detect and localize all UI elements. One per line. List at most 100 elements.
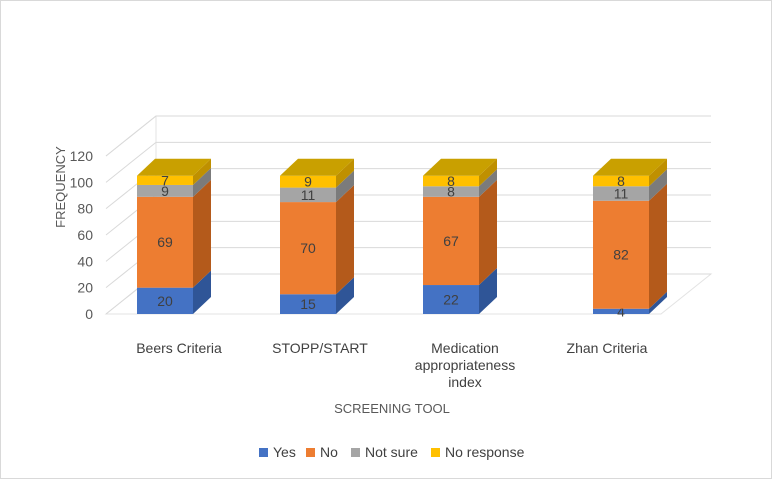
bar-top xyxy=(593,158,667,176)
gridline xyxy=(105,115,711,157)
data-label: 7 xyxy=(161,172,169,188)
bar-front xyxy=(593,175,649,187)
data-label: 20 xyxy=(157,293,173,309)
x-tick-label: Beers Criteria xyxy=(136,340,222,356)
bar-segment: 8 xyxy=(593,158,667,189)
legend-swatch xyxy=(431,448,440,457)
bar-side xyxy=(336,277,354,314)
data-label: 82 xyxy=(613,247,629,263)
legend-label: No response xyxy=(445,444,525,460)
bar-side xyxy=(193,167,211,197)
legend-label: Not sure xyxy=(365,444,418,460)
y-tick-label: 80 xyxy=(77,201,93,217)
bar-side xyxy=(193,270,211,314)
bar-segment: 8 xyxy=(423,158,497,189)
data-label: 8 xyxy=(617,173,625,189)
bar-segment: 20 xyxy=(137,270,211,314)
data-label: 4 xyxy=(617,303,625,319)
bar-segment: 8 xyxy=(423,169,497,200)
y-tick-label: 60 xyxy=(77,227,93,243)
bar-top xyxy=(280,158,354,176)
bar-front xyxy=(137,184,193,197)
bar-side xyxy=(479,268,497,314)
legend-swatch xyxy=(351,448,360,457)
bar-side xyxy=(336,158,354,188)
data-label: 22 xyxy=(443,292,459,308)
bar-front xyxy=(593,200,649,309)
data-label: 11 xyxy=(614,186,629,202)
bar-front xyxy=(137,287,193,314)
y-axis-ticks: 0 20 40 60 80 100 120 xyxy=(70,148,94,322)
bar-segment: 82 xyxy=(593,183,667,309)
bar-side xyxy=(193,158,211,185)
data-label: 8 xyxy=(447,173,455,189)
bar-side xyxy=(193,179,211,288)
legend-item: Not sure xyxy=(351,444,418,460)
legend-label: No xyxy=(320,444,338,460)
legend-swatch xyxy=(306,448,315,457)
bar-front xyxy=(423,186,479,197)
bar-segment: 11 xyxy=(280,170,354,203)
bar-front xyxy=(423,175,479,187)
bar-segment: 15 xyxy=(280,277,354,314)
bar-segment: 9 xyxy=(137,167,211,199)
bar-stack: 22 67 88 xyxy=(423,158,497,314)
bar-segment: 4 xyxy=(593,291,667,319)
x-tick-label: Medication appropriateness index xyxy=(415,340,515,390)
bar-side xyxy=(336,185,354,295)
x-axis-title: SCREENING TOOL xyxy=(334,401,450,416)
data-label: 69 xyxy=(157,234,173,250)
gridline xyxy=(105,141,711,183)
legend-item: No response xyxy=(431,444,525,460)
y-tick-label: 0 xyxy=(85,306,93,322)
bar-segment: 9 xyxy=(280,158,354,190)
bar-front xyxy=(423,196,479,286)
bar-front xyxy=(280,175,336,188)
bar-front xyxy=(423,285,479,314)
y-axis-title: FREQUENCY xyxy=(53,146,68,228)
bar-front xyxy=(593,186,649,201)
data-label: 15 xyxy=(300,296,316,312)
bar-segment: 70 xyxy=(280,185,354,295)
bar-front xyxy=(137,175,193,185)
legend-item: No xyxy=(306,444,338,460)
x-axis-categories: Beers Criteria STOPP/START Medication appro… xyxy=(136,340,647,390)
bar-top xyxy=(137,158,211,176)
bar-top xyxy=(423,158,497,176)
data-label: 67 xyxy=(443,233,459,249)
bar-side xyxy=(479,179,497,286)
y-tick-label: 100 xyxy=(70,174,94,190)
bar-side xyxy=(649,183,667,309)
back-wall-edge xyxy=(105,115,711,157)
legend-label: Yes xyxy=(273,444,296,460)
data-label: 9 xyxy=(304,174,312,190)
bar-segment: 7 xyxy=(137,158,211,188)
x-tick-label: Zhan Criteria xyxy=(567,340,648,356)
bar-stack: 20 69 97 xyxy=(137,158,211,314)
y-tick-label: 40 xyxy=(77,253,93,269)
x-tick-label: STOPP/START xyxy=(272,340,368,356)
data-label: 11 xyxy=(301,187,316,203)
y-tick-label: 120 xyxy=(70,148,94,164)
bar-segment: 11 xyxy=(593,169,667,202)
bar-stack: 4 82 118 xyxy=(593,158,667,319)
y-tick-label: 20 xyxy=(77,280,93,296)
bar-segment: 69 xyxy=(137,179,211,288)
bar-front xyxy=(280,202,336,295)
legend-swatch xyxy=(259,448,268,457)
legend-item: Yes xyxy=(259,444,296,460)
data-label: 8 xyxy=(447,184,455,200)
bar-segment: 22 xyxy=(423,268,497,314)
bar-front xyxy=(137,196,193,288)
bar-stack: 15 70 119 xyxy=(280,158,354,314)
bar-side xyxy=(649,291,667,314)
bar-side xyxy=(479,169,497,197)
bar-side xyxy=(649,169,667,201)
legend: Yes No Not sure No response xyxy=(259,444,525,460)
bar-front xyxy=(593,308,649,314)
bar-segment: 67 xyxy=(423,179,497,286)
bar-side xyxy=(336,170,354,203)
data-label: 9 xyxy=(161,183,169,199)
